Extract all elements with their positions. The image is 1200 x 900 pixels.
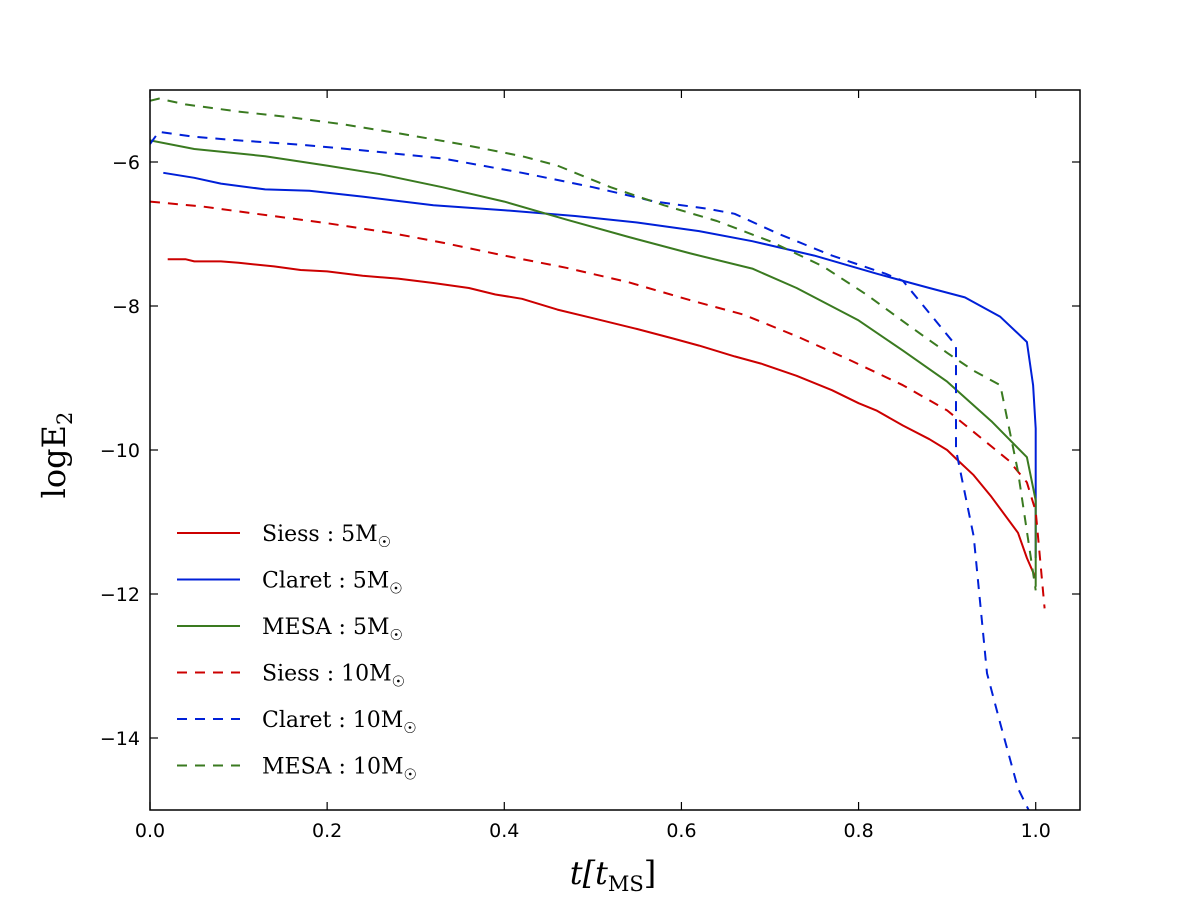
legend-label-2: Claret : 5M☉ — [262, 569, 403, 598]
y-tick-label: −10 — [100, 440, 140, 462]
x-tick-label: 0.4 — [489, 820, 519, 842]
y-axis-title: logE2 — [35, 412, 77, 499]
ticks-layer: 0.0 0.2 0.4 0.6 0.8 1.0 −14 −12 −10 −8 −6 — [100, 90, 1080, 842]
legend-label-6: MESA : 10M☉ — [262, 755, 417, 784]
y-tick-label: −6 — [112, 152, 140, 174]
x-axis-title: t[tMS] — [570, 854, 657, 896]
series-line-1 — [167, 258, 1037, 579]
x-tick-label: 0.2 — [312, 820, 342, 842]
series-line-2 — [163, 171, 1037, 558]
y-tick-label: −14 — [100, 728, 140, 750]
x-tick-label: 0.0 — [135, 820, 165, 842]
y-tick-label: −8 — [112, 296, 140, 318]
series-line-4 — [150, 200, 1046, 609]
y-tick-label: −12 — [100, 584, 140, 606]
legend-label-5: Claret : 10M☉ — [262, 708, 417, 737]
legend-label-4: Siess : 10M☉ — [262, 662, 405, 691]
legend: Siess : 5M☉ Claret : 5M☉ MESA : 5M☉ Siess :… — [177, 522, 417, 784]
series-line-5 — [150, 130, 1030, 810]
x-tick-label: 0.8 — [843, 820, 873, 842]
legend-label-1: Siess : 5M☉ — [262, 522, 391, 551]
series-line-6 — [150, 97, 1037, 591]
x-tick-label: 0.6 — [666, 820, 696, 842]
series-line-3 — [150, 139, 1037, 587]
legend-label-3: MESA : 5M☉ — [262, 615, 403, 644]
x-tick-label: 1.0 — [1021, 820, 1051, 842]
series-layer — [150, 97, 1046, 810]
